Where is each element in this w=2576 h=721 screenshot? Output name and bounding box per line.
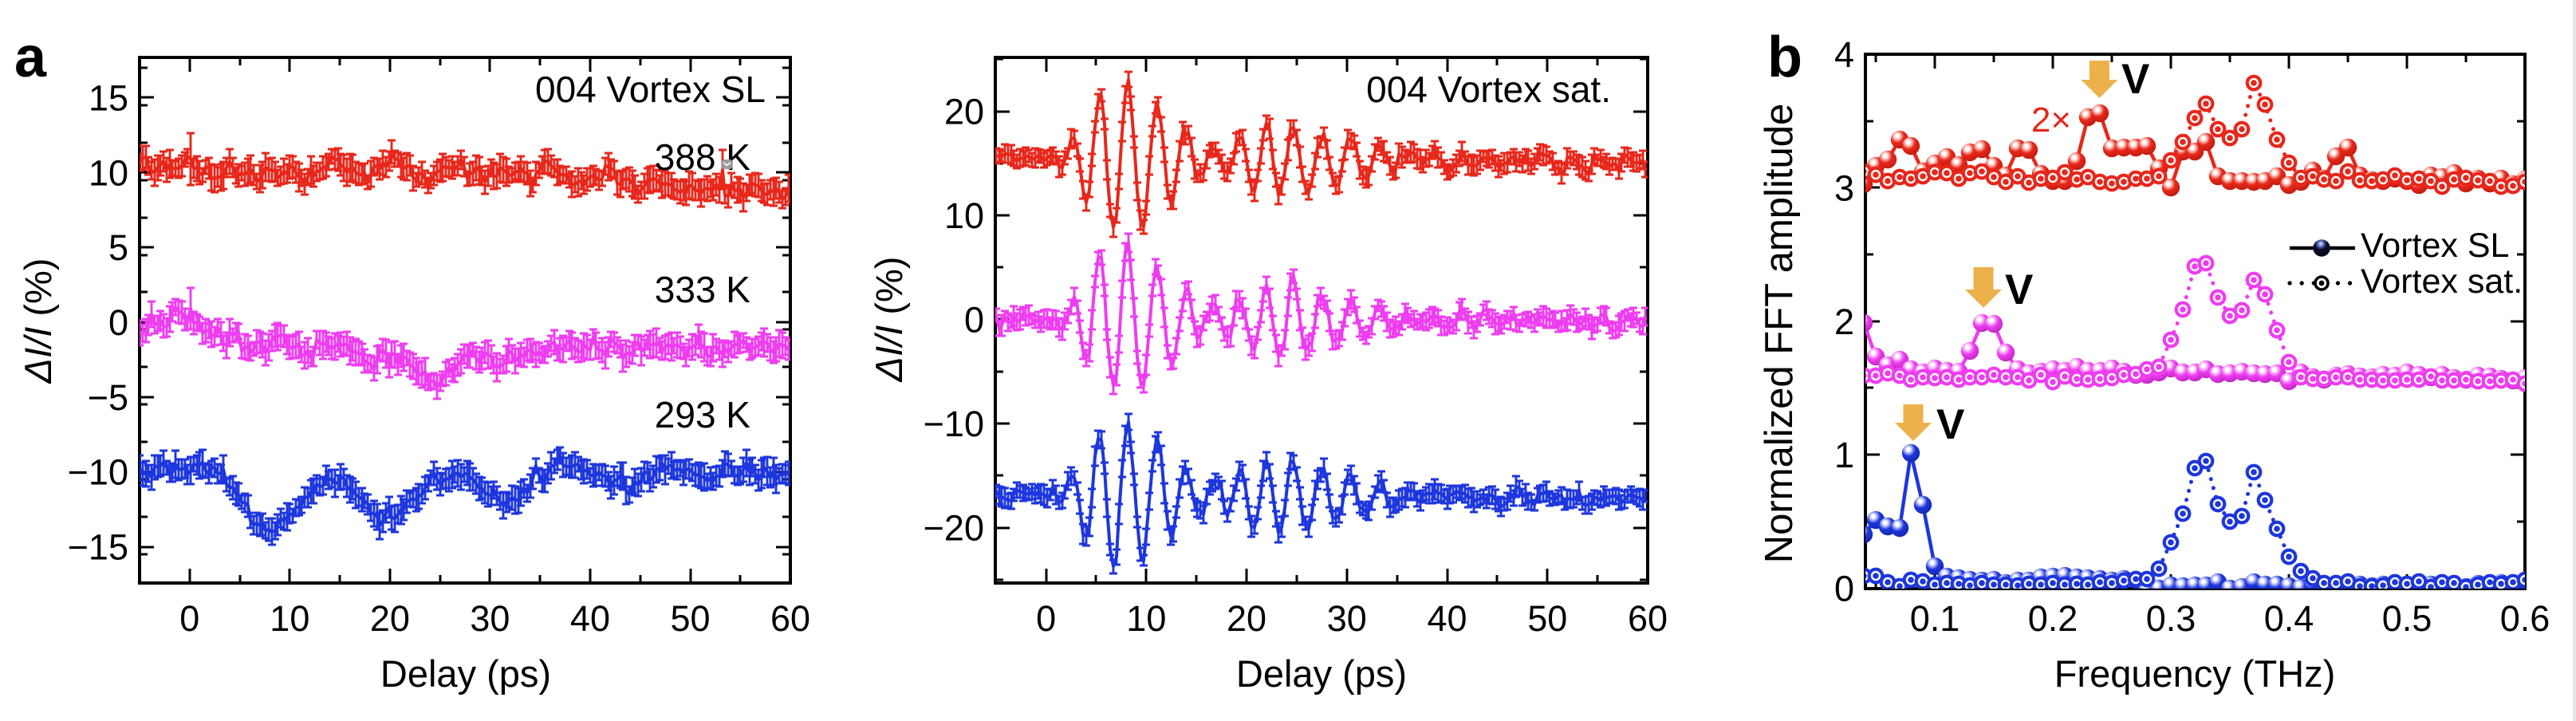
svg-text:V: V xyxy=(2121,56,2149,103)
svg-text:50: 50 xyxy=(1527,598,1567,639)
svg-text:Delay (ps): Delay (ps) xyxy=(380,652,551,695)
svg-text:004 Vortex sat.: 004 Vortex sat. xyxy=(1366,69,1611,110)
svg-text:V: V xyxy=(1936,401,1964,448)
svg-text:60: 60 xyxy=(1628,598,1668,639)
svg-text:50: 50 xyxy=(670,598,710,639)
svg-text:5: 5 xyxy=(108,227,128,268)
svg-text:a: a xyxy=(14,26,47,89)
svg-text:−5: −5 xyxy=(88,377,128,418)
svg-text:10: 10 xyxy=(944,195,984,236)
svg-text:10: 10 xyxy=(1126,598,1166,639)
svg-text:20: 20 xyxy=(944,92,984,132)
svg-text:Normalized FFT amplitude: Normalized FFT amplitude xyxy=(1758,104,1801,563)
svg-text:0.3: 0.3 xyxy=(2146,598,2196,639)
svg-text:Delay (ps): Delay (ps) xyxy=(1236,652,1407,695)
svg-text:0.5: 0.5 xyxy=(2382,598,2432,639)
svg-text:30: 30 xyxy=(1327,598,1367,639)
svg-text:10: 10 xyxy=(270,598,309,639)
svg-text:333 K: 333 K xyxy=(655,269,751,310)
svg-text:1: 1 xyxy=(1834,435,1854,475)
svg-text:−10: −10 xyxy=(924,404,984,444)
svg-text:0: 0 xyxy=(108,302,128,343)
svg-text:−10: −10 xyxy=(68,452,128,493)
svg-text:40: 40 xyxy=(570,598,610,639)
svg-text:0.2: 0.2 xyxy=(2028,598,2078,639)
svg-text:ΔI/I (%): ΔI/I (%) xyxy=(868,257,910,383)
svg-text:Vortex sat.: Vortex sat. xyxy=(2361,262,2523,301)
svg-text:2×: 2× xyxy=(2031,100,2071,140)
svg-text:2: 2 xyxy=(1834,301,1854,342)
svg-text:0.4: 0.4 xyxy=(2264,598,2314,639)
svg-text:b: b xyxy=(1767,26,1802,89)
svg-text:30: 30 xyxy=(470,598,510,639)
svg-text:004 Vortex SL: 004 Vortex SL xyxy=(535,69,766,110)
svg-text:0.1: 0.1 xyxy=(1910,598,1960,639)
svg-text:Vortex SL: Vortex SL xyxy=(2361,227,2509,265)
svg-text:−20: −20 xyxy=(924,508,984,549)
svg-text:4: 4 xyxy=(1834,34,1854,75)
svg-text:−15: −15 xyxy=(68,527,128,568)
svg-text:15: 15 xyxy=(89,77,128,118)
svg-text:0: 0 xyxy=(1036,598,1056,639)
svg-text:10: 10 xyxy=(89,152,128,193)
svg-text:0: 0 xyxy=(964,300,984,341)
svg-text:0: 0 xyxy=(179,598,199,639)
svg-text:0: 0 xyxy=(1834,569,1854,609)
svg-text:V: V xyxy=(2005,266,2033,313)
svg-text:40: 40 xyxy=(1427,598,1467,639)
svg-text:60: 60 xyxy=(770,598,810,639)
svg-text:0.6: 0.6 xyxy=(2500,598,2550,639)
svg-text:388 K: 388 K xyxy=(655,136,751,178)
svg-text:293 K: 293 K xyxy=(655,394,751,435)
svg-text:20: 20 xyxy=(1227,598,1266,639)
svg-text:3: 3 xyxy=(1834,167,1854,208)
svg-text:Frequency (THz): Frequency (THz) xyxy=(2054,652,2336,695)
svg-text:20: 20 xyxy=(370,598,410,639)
svg-text:ΔI/I (%): ΔI/I (%) xyxy=(17,258,59,384)
